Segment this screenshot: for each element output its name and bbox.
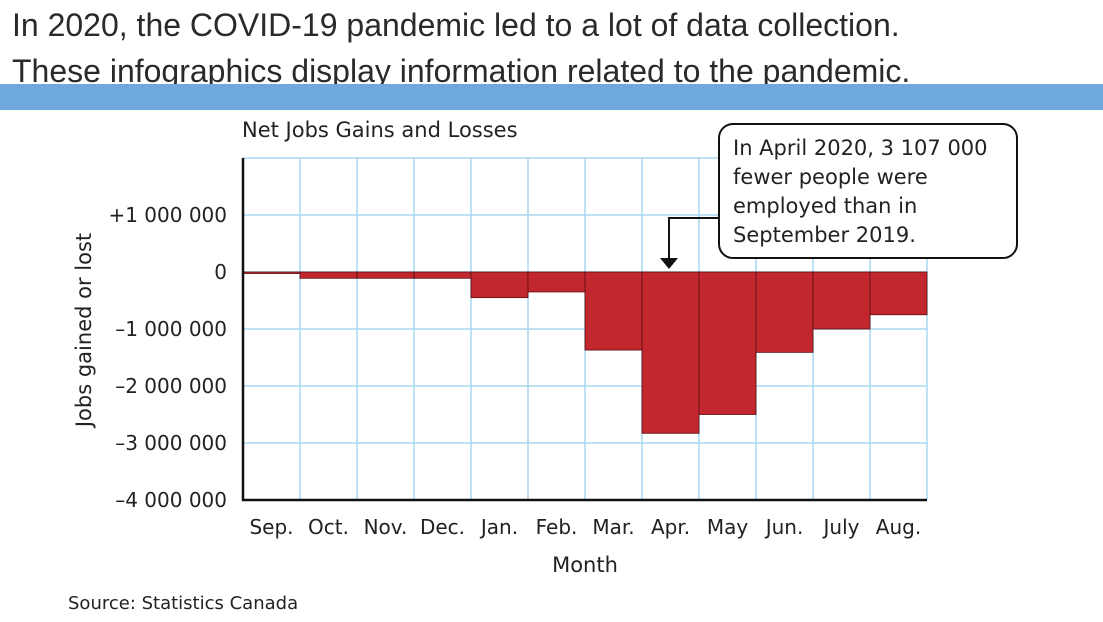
chart-title: Net Jobs Gains and Losses xyxy=(242,118,518,142)
bar-dec xyxy=(413,271,472,279)
x-tick-label: May xyxy=(707,515,749,539)
y-tick-label: –2 000 000 xyxy=(115,374,227,398)
bar-aug xyxy=(869,271,928,316)
header-band xyxy=(0,84,1103,110)
bar-apr xyxy=(641,271,700,434)
x-tick-labels: Sep. Oct. Nov. Dec. Jan. Feb. Mar. Apr. May Jun. J… xyxy=(249,515,921,539)
callout-line-1: In April 2020, 3 107 000 xyxy=(733,136,988,160)
bar-feb xyxy=(527,271,586,293)
x-tick-label: Oct. xyxy=(308,515,349,539)
callout-line-4: September 2019. xyxy=(733,223,916,247)
y-axis-title: Jobs gained or lost xyxy=(72,233,96,429)
x-tick-label: Aug. xyxy=(876,515,921,539)
x-tick-label: Nov. xyxy=(364,515,408,539)
x-axis-title: Month xyxy=(552,553,618,577)
y-tick-labels: +1 000 000 0 –1 000 000 –2 000 000 –3 000 00… xyxy=(108,203,227,512)
x-tick-label: Jun. xyxy=(764,515,804,539)
annotation-callout: In April 2020, 3 107 000 fewer people we… xyxy=(660,123,1018,269)
bar-oct xyxy=(299,271,358,279)
x-tick-label: July xyxy=(822,515,860,539)
bar-nov xyxy=(356,271,415,279)
y-tick-label: +1 000 000 xyxy=(108,203,227,227)
source-note: Source: Statistics Canada xyxy=(68,593,298,614)
intro-text: In 2020, the COVID-19 pandemic led to a … xyxy=(12,2,910,94)
callout-arrow xyxy=(668,217,719,262)
chart-bars xyxy=(242,271,928,434)
x-tick-label: Jan. xyxy=(479,515,518,539)
y-tick-label: –3 000 000 xyxy=(115,431,227,455)
x-tick-label: Dec. xyxy=(420,515,465,539)
bar-may xyxy=(698,271,757,415)
bar-jan xyxy=(470,271,529,299)
bar-july xyxy=(812,271,871,330)
callout-arrowhead xyxy=(660,258,678,269)
bar-jun xyxy=(755,271,814,353)
x-tick-label: Feb. xyxy=(536,515,578,539)
callout-line-3: employed than in xyxy=(733,194,917,218)
callout-line-2: fewer people were xyxy=(733,165,928,189)
y-tick-label: 0 xyxy=(214,260,227,284)
x-tick-label: Apr. xyxy=(651,515,690,539)
callout-box xyxy=(718,123,1018,259)
x-tick-label: Mar. xyxy=(592,515,634,539)
bar-mar xyxy=(584,271,643,351)
x-tick-label: Sep. xyxy=(249,515,293,539)
chart-axes xyxy=(241,158,927,502)
y-tick-label: –4 000 000 xyxy=(115,488,227,512)
bar-sep xyxy=(242,271,301,274)
intro-line-1: In 2020, the COVID-19 pandemic led to a … xyxy=(12,7,900,43)
intro-line-2: These infographics display information r… xyxy=(12,53,911,89)
y-tick-label: –1 000 000 xyxy=(115,317,227,341)
